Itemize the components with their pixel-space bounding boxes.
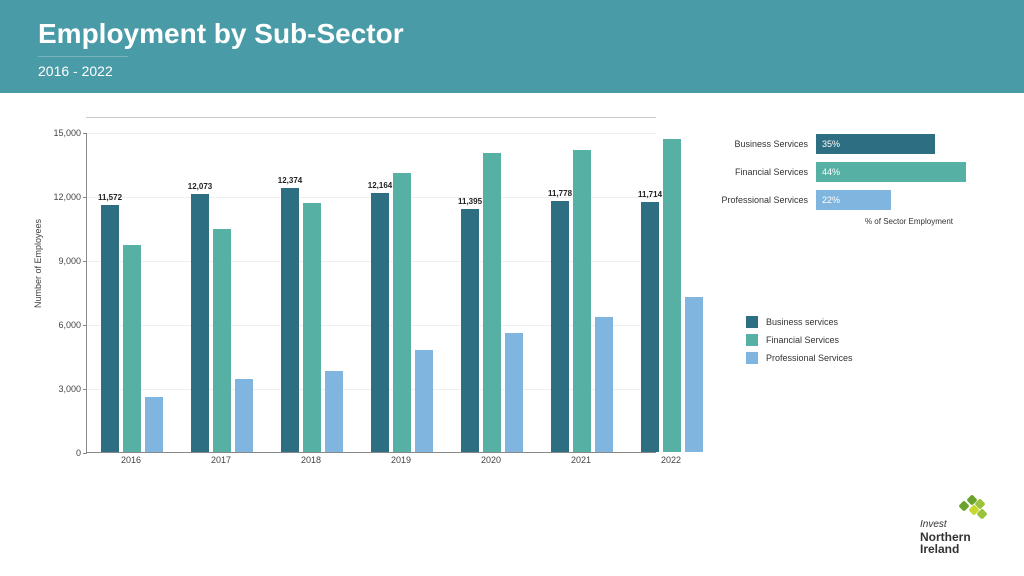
legend-label: Professional Services	[766, 353, 853, 363]
bar	[415, 350, 433, 452]
percent-bar-chart: Business Services 35% Financial Services 44…	[706, 133, 994, 211]
legend-label: Financial Services	[766, 335, 839, 345]
y-tick-label: 9,000	[41, 256, 81, 266]
logo-text: Invest Northern Ireland	[920, 520, 986, 556]
bar	[123, 245, 141, 452]
x-tick-label: 2022	[641, 455, 701, 465]
legend-swatch	[746, 316, 758, 328]
bar	[325, 371, 343, 452]
main-bar-chart: Number of Employees 11,57212,07312,37412…	[38, 113, 656, 493]
bar-value-label: 11,572	[90, 193, 130, 202]
y-tick-label: 12,000	[41, 192, 81, 202]
x-tick-label: 2019	[371, 455, 431, 465]
page-subtitle: 2016 - 2022	[38, 56, 128, 79]
y-tick-label: 3,000	[41, 384, 81, 394]
bar	[483, 153, 501, 452]
legend-item: Business services	[746, 316, 994, 328]
bar	[573, 150, 591, 452]
chart-footer-rule	[86, 117, 656, 118]
bar	[595, 317, 613, 452]
percent-bar-label: Professional Services	[706, 195, 816, 205]
content-area: Number of Employees 11,57212,07312,37412…	[0, 93, 1024, 503]
legend-label: Business services	[766, 317, 838, 327]
bar	[663, 139, 681, 452]
legend-swatch	[746, 352, 758, 364]
legend-swatch	[746, 334, 758, 346]
chart-plot-area: 11,57212,07312,37412,16411,39511,77811,7…	[86, 133, 656, 453]
legend-item: Professional Services	[746, 352, 994, 364]
bar	[101, 205, 119, 452]
bar	[191, 194, 209, 452]
x-tick-label: 2017	[191, 455, 251, 465]
header-banner: Employment by Sub-Sector 2016 - 2022	[0, 0, 1024, 93]
percent-chart-caption: % of Sector Employment	[824, 217, 994, 226]
invest-ni-logo: Invest Northern Ireland	[920, 496, 986, 556]
bar	[551, 201, 569, 452]
bar	[685, 297, 703, 452]
percent-bar-row: Business Services 35%	[706, 133, 994, 155]
bar-value-label: 12,374	[270, 176, 310, 185]
percent-bar-value: 35%	[822, 134, 840, 154]
logo-mark	[960, 496, 986, 518]
bar	[641, 202, 659, 452]
bar	[281, 188, 299, 452]
bar	[461, 209, 479, 452]
percent-bar-row: Professional Services 22%	[706, 189, 994, 211]
bar	[371, 193, 389, 452]
right-column: Business Services 35% Financial Services 44…	[706, 113, 994, 493]
chart-legend: Business services Financial Services Profe…	[746, 316, 994, 364]
percent-bar-value: 22%	[822, 190, 840, 210]
bar	[303, 203, 321, 452]
bar	[505, 333, 523, 452]
bar	[213, 229, 231, 452]
x-tick-label: 2020	[461, 455, 521, 465]
bar	[393, 173, 411, 452]
y-tick-label: 15,000	[41, 128, 81, 138]
percent-bar-label: Financial Services	[706, 167, 816, 177]
bar-value-label: 12,073	[180, 182, 220, 191]
logo-line3: Ireland	[920, 543, 986, 556]
logo-dot	[976, 509, 987, 520]
legend-item: Financial Services	[746, 334, 994, 346]
page-title: Employment by Sub-Sector	[38, 18, 986, 50]
y-tick-label: 0	[41, 448, 81, 458]
bar	[145, 397, 163, 452]
y-tick-label: 6,000	[41, 320, 81, 330]
percent-bar-row: Financial Services 44%	[706, 161, 994, 183]
x-tick-label: 2021	[551, 455, 611, 465]
percent-bar-label: Business Services	[706, 139, 816, 149]
x-tick-label: 2016	[101, 455, 161, 465]
x-tick-label: 2018	[281, 455, 341, 465]
percent-bar-value: 44%	[822, 162, 840, 182]
bar	[235, 379, 253, 452]
